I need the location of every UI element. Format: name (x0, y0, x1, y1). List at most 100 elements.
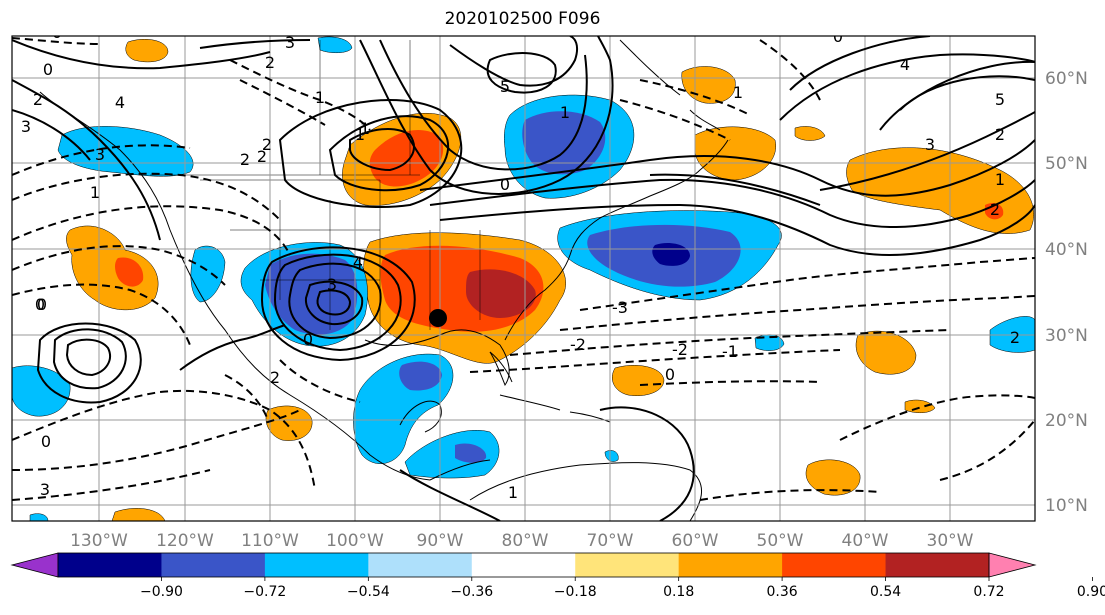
positive-anomaly-labrador (694, 126, 777, 181)
contour-atlantic-ridge-4 (779, 53, 1035, 121)
colorbar-tick-label: 0.54 (870, 584, 901, 600)
colorbar-extend-low (10, 552, 59, 578)
longitude-label: 60°W (672, 531, 719, 551)
contour-label: 1 (360, 119, 370, 138)
contour-label: -2 (672, 340, 688, 359)
greenland-coast (619, 39, 721, 131)
negative-anomaly-alaska (317, 36, 353, 53)
contour-neg-8 (509, 329, 951, 356)
positive-anomaly-gulf-max (466, 269, 536, 318)
contour-jet-5 (819, 111, 1035, 191)
contour-plains-low-4 (304, 280, 364, 326)
contour-label: 2 (240, 150, 250, 169)
contour-lines (12, 36, 1035, 521)
contour-label: 2 (33, 90, 43, 109)
longitude-label: 80°W (502, 531, 549, 551)
negative-anomaly-small-3 (29, 513, 49, 521)
longitude-label: 70°W (587, 531, 634, 551)
storm-center-marker (429, 309, 447, 327)
contour-neg-24 (939, 419, 1035, 481)
contour-plains-low-3 (260, 246, 416, 362)
south-america-coast (469, 462, 703, 521)
negative-anomaly-caribbean (404, 430, 500, 479)
colorbar-extend-high (988, 552, 1037, 578)
contour-label: 0 (52, 23, 62, 42)
contour-subtropical-1 (599, 406, 695, 521)
colorbar-swatch (368, 553, 473, 577)
map-gridlines (12, 36, 1035, 521)
contour-neg-16 (839, 394, 1035, 441)
contour-label: 4 (115, 93, 125, 112)
latitude-label: 30°N (1045, 326, 1088, 346)
contour-jet-2 (429, 178, 1035, 228)
contour-neg-18 (229, 59, 371, 131)
contour-atlantic-ridge-3 (789, 36, 931, 91)
longitude-label: 130°W (70, 531, 128, 551)
longitude-label: 110°W (241, 531, 299, 551)
contour-ridge-north-4 (486, 52, 557, 94)
positive-anomaly-tropical-atlantic (805, 459, 861, 496)
contour-pacific-low-2 (52, 328, 127, 390)
anomaly-shading (12, 36, 1035, 521)
contour-neg-5 (12, 144, 191, 176)
us-state-lines (200, 179, 481, 340)
latitude-label: 60°N (1045, 69, 1088, 89)
longitude-labels: 130°W 120°W 110°W 100°W 90°W 80°W 70°W 60°W 50°W… (70, 531, 974, 551)
positive-anomaly-west-coast-core (115, 257, 144, 287)
contour-neg-7 (559, 295, 1035, 331)
florida-coast (489, 351, 513, 383)
contour-ridge-north-1 (359, 36, 614, 195)
contour-plains-low-1 (288, 262, 382, 340)
contour-neg-1 (12, 205, 291, 256)
contour-label: 5 (995, 90, 1005, 109)
contour-pnw-1 (12, 79, 161, 241)
contour-label: 2 (995, 125, 1005, 144)
colorbar: −0.90 −0.72 −0.54 −0.36 −0.18 0.18 0.36 0.54 0.7… (10, 552, 1105, 600)
contour-neg-20 (619, 99, 731, 141)
negative-anomaly-caribbean-core (455, 443, 487, 463)
contour-label: 0 (35, 295, 45, 314)
colorbar-tick-label: 0.18 (663, 584, 694, 600)
colorbar-outline (57, 552, 990, 578)
contour-neg-15 (224, 374, 269, 421)
contour-label: 5 (500, 77, 510, 96)
negative-anomaly-small-4 (604, 450, 619, 462)
contour-label: 2 (1010, 328, 1020, 347)
contour-ridge-north-2 (379, 39, 588, 171)
colorbar-tick-label: −0.36 (450, 584, 493, 600)
contour-neg-11 (12, 389, 316, 491)
contour-subtropical-3 (179, 324, 286, 371)
negative-anomaly-pacific-sw (12, 365, 71, 417)
colorbar-tick-label: −0.90 (140, 584, 183, 600)
longitude-label: 120°W (156, 531, 214, 551)
positive-anomaly-canada-east (794, 126, 826, 141)
contour-label: 2 (270, 368, 280, 387)
contour-label: 3 (925, 135, 935, 154)
contour-neg-9 (469, 349, 841, 373)
map-title: 2020102500 F096 (444, 9, 601, 29)
colorbar-swatch (161, 553, 266, 577)
latitude-label: 40°N (1045, 240, 1088, 260)
longitude-label: 100°W (326, 531, 384, 551)
contour-label: 3 (40, 480, 50, 499)
latitude-label: 10°N (1045, 496, 1088, 516)
contour-neg-2 (12, 245, 226, 286)
latitude-label: 20°N (1045, 411, 1088, 431)
contour-label: 3 (95, 145, 105, 164)
positive-anomaly-north-pacific (125, 39, 169, 63)
contour-label: 2 (262, 135, 272, 154)
negative-anomaly-hudson-core (522, 111, 606, 175)
longitude-label: 40°W (842, 531, 889, 551)
contour-neg-3 (12, 283, 191, 346)
negative-anomaly-east-atlantic (989, 316, 1035, 353)
contour-label: 1 (995, 170, 1005, 189)
contour-plains-low-5 (316, 289, 352, 316)
colorbar-swatch (58, 553, 162, 577)
contour-label: 0 (41, 432, 51, 451)
colorbar-tick-label: 0.72 (973, 584, 1004, 600)
colorbar-swatch (575, 553, 680, 577)
colorbar-swatch (885, 553, 990, 577)
contour-neg-17 (699, 489, 881, 501)
negative-anomaly-pacific-nw (57, 126, 194, 177)
contour-canada-3 (349, 128, 415, 172)
